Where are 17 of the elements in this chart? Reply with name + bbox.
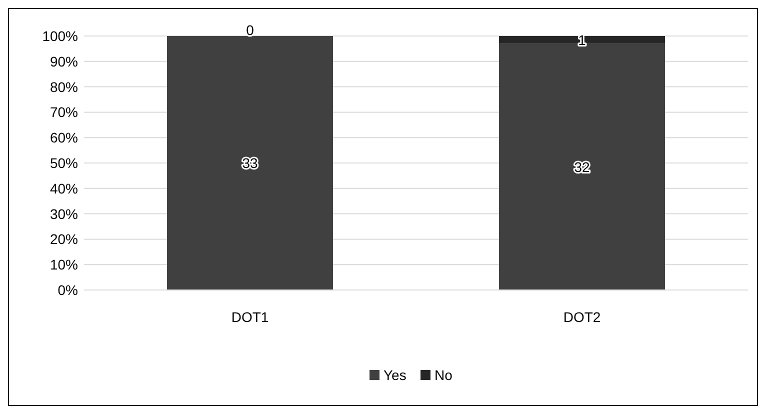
legend-label: Yes bbox=[384, 367, 406, 383]
y-tick-label: 90% bbox=[50, 53, 78, 70]
y-tick-label: 70% bbox=[50, 104, 78, 120]
y-tick-label: 60% bbox=[50, 130, 78, 146]
y-tick-label: 100% bbox=[42, 28, 78, 44]
legend-label: No bbox=[434, 367, 453, 383]
annotation: 0 bbox=[246, 22, 254, 38]
x-tick-label: DOT2 bbox=[563, 309, 601, 325]
y-tick-label: 50% bbox=[50, 155, 78, 171]
y-tick-label: 30% bbox=[50, 206, 78, 222]
y-tick-label: 80% bbox=[50, 78, 78, 95]
x-tick-label: DOT1 bbox=[231, 309, 269, 325]
y-tick-label: 20% bbox=[50, 231, 78, 248]
y-tick-label: 40% bbox=[50, 180, 78, 196]
y-tick-label: 10% bbox=[50, 256, 78, 273]
annotation: 1 bbox=[578, 32, 586, 48]
y-tick-label: 0% bbox=[58, 282, 78, 298]
